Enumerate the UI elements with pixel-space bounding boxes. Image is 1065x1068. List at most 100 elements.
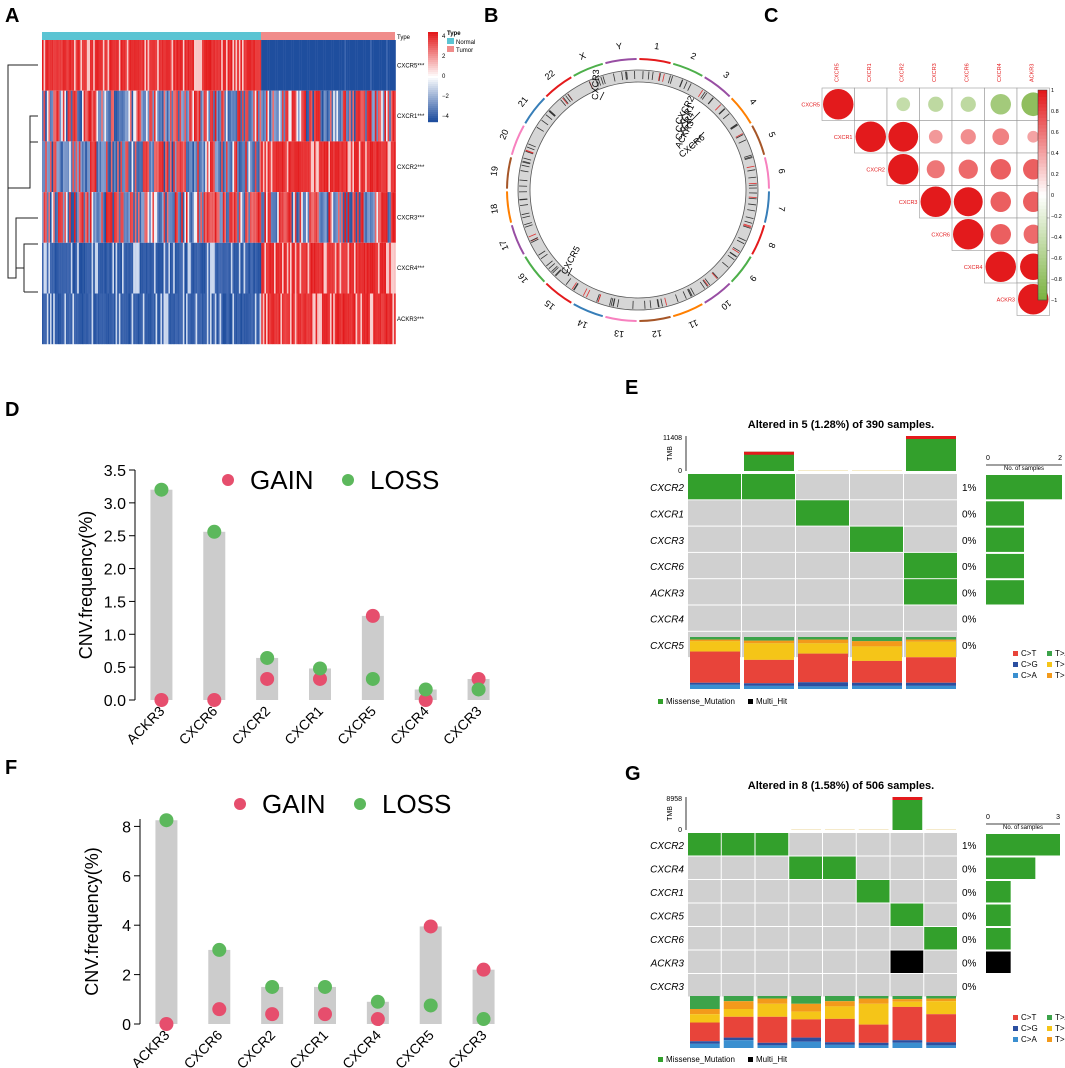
heatmap-cell — [184, 293, 187, 345]
heatmap-cell — [357, 293, 359, 345]
heatmap-cell — [250, 192, 252, 243]
heatmap-cell — [136, 141, 139, 193]
heatmap-cell — [230, 90, 233, 142]
heatmap-cell — [192, 141, 195, 193]
chromosome-label: 13 — [613, 328, 624, 339]
heatmap-cell — [147, 141, 150, 193]
heatmap-cell — [61, 90, 63, 142]
chromosome-arc — [672, 62, 703, 77]
gene-name: ACKR3 — [650, 958, 685, 969]
heatmap-cell — [195, 192, 198, 243]
heatmap-cell — [102, 293, 105, 345]
heatmap-cell — [109, 192, 111, 243]
heatmap-cell — [181, 293, 183, 345]
heatmap-cell — [227, 192, 230, 243]
heatmap-cell — [378, 192, 380, 243]
heatmap-cell — [341, 293, 343, 345]
heatmap-cell — [45, 242, 47, 294]
gene-percent: 0% — [962, 509, 977, 520]
heatmap-cell — [112, 141, 115, 193]
heatmap-cell — [307, 141, 310, 193]
heatmap-cell — [122, 141, 124, 193]
heatmap-cell — [59, 293, 62, 345]
heatmap-cell — [90, 40, 92, 91]
heatmap-cell — [226, 192, 228, 243]
cytoband — [528, 233, 537, 238]
heatmap-cell — [286, 90, 289, 142]
heatmap-cell — [61, 141, 63, 193]
corr-scale-tick: −0.2 — [1051, 214, 1062, 220]
heatmap-cell — [59, 242, 62, 294]
heatmap-cell — [224, 242, 227, 294]
heatmap-cell — [216, 141, 219, 193]
heatmap-cell — [246, 141, 249, 193]
heatmap-cell — [374, 293, 377, 345]
heatmap-cell — [371, 141, 374, 193]
heatmap-cell — [285, 242, 287, 294]
heatmap-cell — [390, 40, 393, 91]
heatmap-cell — [128, 141, 131, 193]
heatmap-cell — [170, 90, 172, 142]
heatmap-cell — [330, 293, 332, 345]
heatmap-cell — [299, 242, 302, 294]
cytoband — [722, 261, 729, 268]
heatmap-cell — [117, 141, 119, 193]
heatmap-cell — [219, 141, 222, 193]
heatmap-cell — [338, 293, 340, 345]
heatmap-cell — [43, 242, 46, 294]
y-tick-label: 2.5 — [104, 529, 126, 546]
corr-scale-step — [1038, 261, 1047, 266]
heatmap-cell — [88, 242, 91, 294]
heatmap-row-label: ACKR3*** — [397, 317, 425, 323]
titv-segment — [690, 1014, 720, 1023]
heatmap-cell — [62, 90, 65, 142]
heatmap-cell — [78, 40, 81, 91]
heatmap-cell — [75, 141, 78, 193]
heatmap-cell — [200, 141, 203, 193]
heatmap-cell — [96, 293, 99, 345]
cytoband — [729, 252, 737, 258]
heatmap-cell — [214, 141, 217, 193]
heatmap-cell — [173, 90, 175, 142]
heatmap-cell — [126, 293, 129, 345]
heatmap-cell — [366, 293, 369, 345]
heatmap-cell — [262, 242, 265, 294]
heatmap-cell — [315, 242, 318, 294]
heatmap-cell — [48, 90, 51, 142]
heatmap-cell — [173, 40, 175, 91]
heatmap-cell — [282, 293, 284, 345]
heatmap-cell — [91, 293, 94, 345]
color-scale-step — [428, 98, 438, 101]
heatmap-cell — [336, 192, 339, 243]
oncoplot-cell — [688, 526, 741, 552]
heatmap-cell — [389, 293, 391, 345]
titv-segment — [858, 1024, 889, 1043]
heatmap-cell — [352, 40, 355, 91]
corr-circle — [855, 121, 886, 152]
heatmap-cell — [368, 90, 371, 142]
heatmap-cell — [318, 40, 321, 91]
heatmap-cell — [275, 293, 278, 345]
heatmap-cell — [58, 90, 60, 142]
cytoband — [687, 83, 692, 91]
oncoplot-cell — [856, 974, 890, 997]
cytoband — [742, 225, 751, 229]
heatmap-cell — [342, 90, 345, 142]
chromosome-arc — [639, 58, 671, 65]
heatmap-cell — [155, 242, 158, 294]
heatmap-cell — [210, 192, 212, 243]
heatmap-cell — [43, 192, 46, 243]
heatmap-cell — [242, 242, 244, 294]
heatmap-cell — [102, 192, 105, 243]
oncoplot-cell — [823, 927, 856, 950]
oncoplot-cell — [796, 552, 849, 579]
heatmap-cell — [243, 90, 246, 142]
heatmap-cell — [323, 141, 326, 193]
oncoplot-cell — [856, 927, 890, 950]
cytoband — [519, 198, 528, 200]
heatmap-cell — [176, 242, 179, 294]
heatmap-cell — [216, 192, 219, 243]
heatmap-cell — [197, 40, 199, 91]
heatmap-cell — [192, 40, 195, 91]
heatmap-cell — [346, 40, 348, 91]
